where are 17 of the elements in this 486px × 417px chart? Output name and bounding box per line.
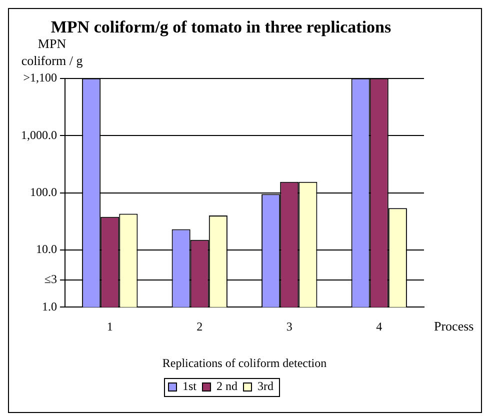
text: Process xyxy=(434,318,474,334)
x-tick-label: 1 xyxy=(106,320,113,334)
y-tick-label: 10.0 xyxy=(36,242,57,256)
legend-label: 2 nd xyxy=(216,379,238,394)
x-tick-label: 3 xyxy=(286,320,292,334)
y-tick-label: 1,000.0 xyxy=(21,128,57,142)
y-tick-label: 100.0 xyxy=(30,184,57,199)
y-tick-label: >1,100 xyxy=(23,70,57,85)
x-axis-title: Replications of coliform detection xyxy=(162,356,327,370)
x-tick-label: 4 xyxy=(376,320,382,334)
legend-label: 1st xyxy=(182,379,198,394)
x-tick-label: 2 xyxy=(196,320,203,334)
y-tick-label: ≤3 xyxy=(44,272,57,286)
y-axis-title: MPN coliform / g xyxy=(21,36,84,68)
legend-label: 3rd xyxy=(258,379,274,394)
chart-title: MPN coliform/g of tomato in three replications xyxy=(50,18,392,37)
y-tick-label: 1.0 xyxy=(42,299,57,314)
